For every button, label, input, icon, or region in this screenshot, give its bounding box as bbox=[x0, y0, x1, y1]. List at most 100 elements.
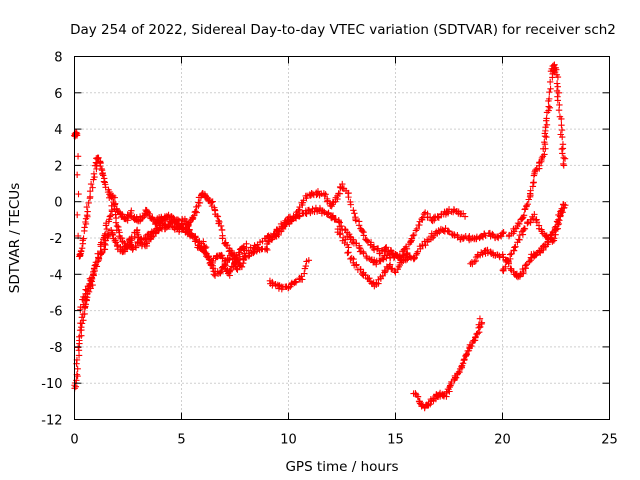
data-point bbox=[240, 244, 247, 251]
data-point bbox=[543, 115, 550, 122]
y-tick-label: 6 bbox=[54, 87, 62, 102]
data-point bbox=[520, 212, 528, 219]
data-point bbox=[268, 236, 276, 243]
data-point bbox=[350, 236, 357, 243]
data-point bbox=[343, 241, 351, 248]
data-point bbox=[157, 218, 164, 225]
ticks: 0 5 10 15 20 25 -12 -10 -8 -6 -4 -2 0 2 4 6 8 bbox=[41, 51, 618, 448]
y-tick-label: 2 bbox=[54, 159, 62, 174]
data-point bbox=[292, 279, 300, 286]
data-point bbox=[546, 104, 554, 112]
series-track-8 bbox=[410, 315, 486, 412]
data-point bbox=[202, 248, 209, 256]
data-point bbox=[111, 205, 118, 213]
data-point bbox=[89, 184, 96, 191]
data-point bbox=[100, 172, 107, 179]
y-tick-label: 8 bbox=[54, 51, 62, 66]
data-point bbox=[121, 239, 128, 247]
data-point bbox=[228, 250, 235, 258]
data-point bbox=[532, 166, 539, 174]
data-point bbox=[352, 262, 360, 269]
data-point bbox=[219, 235, 226, 242]
data-point bbox=[247, 244, 254, 251]
data-point bbox=[302, 262, 309, 270]
data-point bbox=[531, 211, 538, 218]
data-point bbox=[529, 215, 537, 222]
data-point bbox=[98, 239, 105, 246]
series-track-6 bbox=[334, 225, 413, 290]
data-point bbox=[523, 202, 530, 209]
data-point bbox=[506, 251, 514, 258]
data-point bbox=[88, 274, 96, 281]
data-point bbox=[243, 240, 250, 247]
data-point bbox=[547, 85, 554, 93]
data-point bbox=[325, 210, 332, 217]
data-point bbox=[295, 207, 302, 215]
data-point bbox=[514, 219, 522, 227]
data-point bbox=[418, 215, 425, 223]
data-point bbox=[209, 198, 216, 205]
data-point bbox=[228, 249, 236, 256]
data-point bbox=[406, 252, 413, 260]
x-tick-label: 15 bbox=[387, 433, 404, 448]
data-point bbox=[533, 218, 541, 226]
y-tick-label: 4 bbox=[54, 123, 62, 138]
data-point bbox=[231, 260, 238, 267]
data-point bbox=[382, 268, 389, 275]
data-point bbox=[545, 95, 553, 103]
data-point bbox=[555, 107, 563, 114]
y-tick-label: -4 bbox=[50, 268, 63, 283]
data-point bbox=[456, 368, 463, 376]
data-point bbox=[158, 225, 166, 233]
y-tick-label: -10 bbox=[41, 377, 62, 392]
data-point bbox=[269, 282, 276, 289]
data-point bbox=[478, 319, 486, 326]
data-point bbox=[112, 211, 119, 218]
data-point bbox=[160, 216, 168, 223]
data-point bbox=[192, 208, 199, 215]
x-tick-label: 25 bbox=[601, 433, 618, 448]
data-point bbox=[559, 133, 566, 141]
data-point bbox=[360, 232, 367, 239]
data-point bbox=[555, 89, 563, 97]
data-point bbox=[81, 310, 88, 318]
data-point bbox=[216, 218, 223, 226]
data-point bbox=[553, 218, 561, 225]
series-track-11 bbox=[499, 201, 569, 274]
data-point bbox=[519, 215, 526, 222]
data-point bbox=[558, 121, 565, 129]
data-point bbox=[370, 246, 378, 254]
data-point bbox=[265, 237, 272, 244]
data-point bbox=[379, 256, 387, 263]
data-point bbox=[106, 216, 113, 223]
data-point bbox=[218, 226, 226, 234]
data-point bbox=[298, 273, 305, 280]
data-point bbox=[114, 243, 121, 250]
data-point bbox=[75, 344, 82, 351]
data-point bbox=[347, 201, 354, 208]
data-point bbox=[322, 191, 329, 198]
data-point bbox=[461, 356, 468, 364]
data-point bbox=[188, 230, 195, 237]
series-track-5 bbox=[263, 180, 469, 261]
data-point bbox=[336, 231, 343, 238]
data-point bbox=[541, 139, 548, 146]
data-point bbox=[552, 231, 559, 238]
y-tick-label: 0 bbox=[54, 196, 62, 211]
data-point bbox=[77, 247, 85, 255]
data-point bbox=[366, 275, 373, 282]
data-point bbox=[191, 234, 199, 241]
data-point bbox=[409, 232, 417, 239]
series-track-1 bbox=[71, 129, 250, 269]
data-point bbox=[364, 238, 372, 245]
data-point bbox=[148, 233, 155, 240]
data-point bbox=[407, 238, 415, 245]
data-point bbox=[559, 145, 567, 152]
data-point bbox=[357, 266, 364, 273]
data-point bbox=[87, 180, 95, 188]
data-point bbox=[412, 390, 419, 397]
data-point bbox=[359, 227, 366, 235]
data-point bbox=[76, 253, 83, 260]
data-point bbox=[75, 190, 82, 198]
data-point bbox=[489, 230, 496, 238]
